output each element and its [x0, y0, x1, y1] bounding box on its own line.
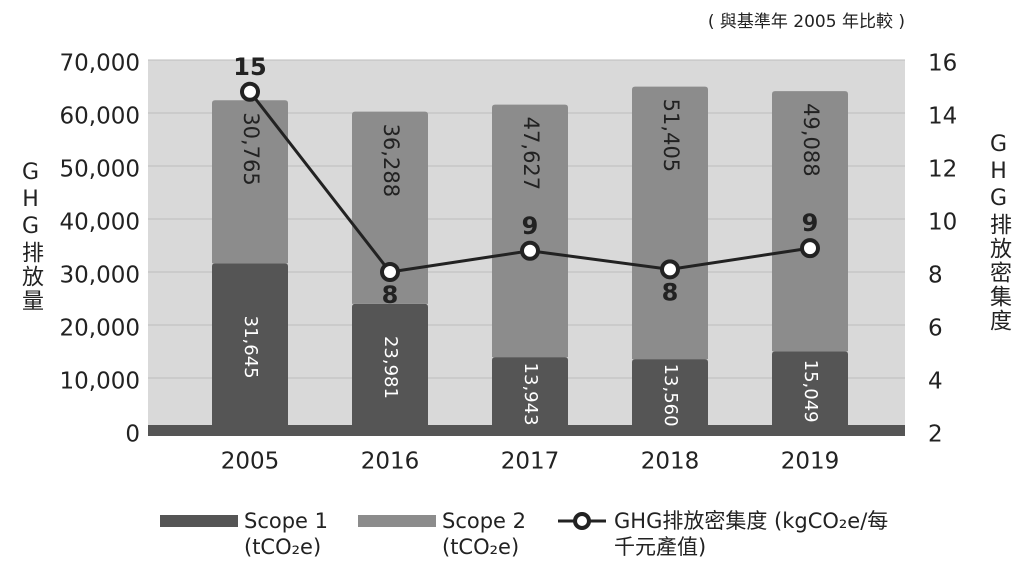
note: ( 與基準年 2005 年比較 ) [708, 12, 905, 32]
legend-swatch [358, 515, 436, 527]
bar-value-label: 36,288 [379, 124, 403, 197]
y2-tick-label: 14 [928, 104, 957, 130]
y-tick-label: 30,000 [60, 263, 140, 289]
line-value-label: 8 [382, 281, 399, 309]
bar-value-label: 31,645 [240, 316, 261, 379]
y-tick-label: 0 [125, 422, 140, 448]
y2-tick-label: 8 [928, 263, 943, 289]
bar-segment [212, 263, 288, 431]
y-tick-label: 50,000 [60, 157, 140, 183]
x-tick-label: 2018 [641, 449, 700, 475]
chart: ( 與基準年 2005 年比較 ) 0 10,000 20,000 30,000 40,… [60, 12, 958, 475]
y-axis-title: GHG排放量 [18, 160, 43, 313]
legend-label: Scope 2 (tCO₂e) [442, 509, 527, 559]
line-value-label: 9 [522, 212, 539, 240]
legend-item: Scope 1 (tCO₂e) [160, 508, 344, 560]
legend-swatch [160, 515, 238, 527]
bar-segment [772, 351, 848, 431]
x-tick-label: 2017 [501, 449, 560, 475]
y2-tick-label: 16 [928, 51, 957, 77]
bar-value-label: 47,627 [519, 117, 543, 190]
legend-marker [573, 512, 591, 530]
y2-tick-label: 4 [928, 369, 943, 395]
legend-label: GHG排放密集度 (kgCO₂e/每千元產值) [614, 509, 889, 559]
bar-segment [352, 303, 428, 431]
legend-label: Scope 1 (tCO₂e) [244, 509, 329, 559]
legend-item: Scope 2 (tCO₂e) [358, 508, 542, 560]
y2-tick-label: 2 [928, 422, 943, 448]
line-point [240, 81, 260, 102]
y-tick-label: 20,000 [60, 316, 140, 342]
line-point [660, 259, 680, 280]
legend-rect [358, 515, 436, 527]
bar-value-label: 13,943 [520, 363, 541, 426]
bar-segment [352, 111, 428, 304]
y2-tick-label: 12 [928, 157, 957, 183]
y-tick-label: 70,000 [60, 51, 140, 77]
bar-segment [632, 86, 708, 360]
line-point [800, 238, 820, 259]
bar-segment [212, 100, 288, 264]
line-point [520, 240, 540, 261]
y-tick-label: 60,000 [60, 104, 140, 130]
bar-value-label: 30,765 [239, 112, 263, 185]
x-tick-label: 2019 [781, 449, 840, 475]
line-value-label: 9 [802, 209, 819, 237]
legend-swatch [558, 512, 606, 530]
line-value-label: 15 [233, 53, 266, 81]
bar-segment [492, 357, 568, 431]
y-tick-label: 10,000 [60, 369, 140, 395]
y2-axis-title: GHG排放密集度 [986, 132, 1011, 333]
legend-item: GHG排放密集度 (kgCO₂e/每千元產值) [556, 508, 904, 560]
y-tick-label: 40,000 [60, 210, 140, 236]
x-tick-label: 2005 [221, 449, 280, 475]
bar-value-label: 13,560 [660, 364, 681, 427]
legend: Scope 1 (tCO₂e) Scope 2 (tCO₂e) GHG排放密集度 (… [160, 508, 904, 560]
bar-segment [632, 359, 708, 431]
legend-rect [160, 515, 238, 527]
bar-value-label: 23,981 [380, 336, 401, 399]
bar-value-label: 51,405 [659, 99, 683, 172]
y2-tick-label: 6 [928, 316, 943, 342]
x-tick-label: 2016 [361, 449, 420, 475]
y2-tick-label: 10 [928, 210, 957, 236]
bar-segment [772, 91, 848, 352]
bar-segment [492, 104, 568, 358]
bar-value-label: 15,049 [800, 360, 821, 423]
line-point [380, 262, 400, 282]
bar-value-label: 49,088 [799, 103, 823, 176]
line-value-label: 8 [662, 278, 679, 306]
